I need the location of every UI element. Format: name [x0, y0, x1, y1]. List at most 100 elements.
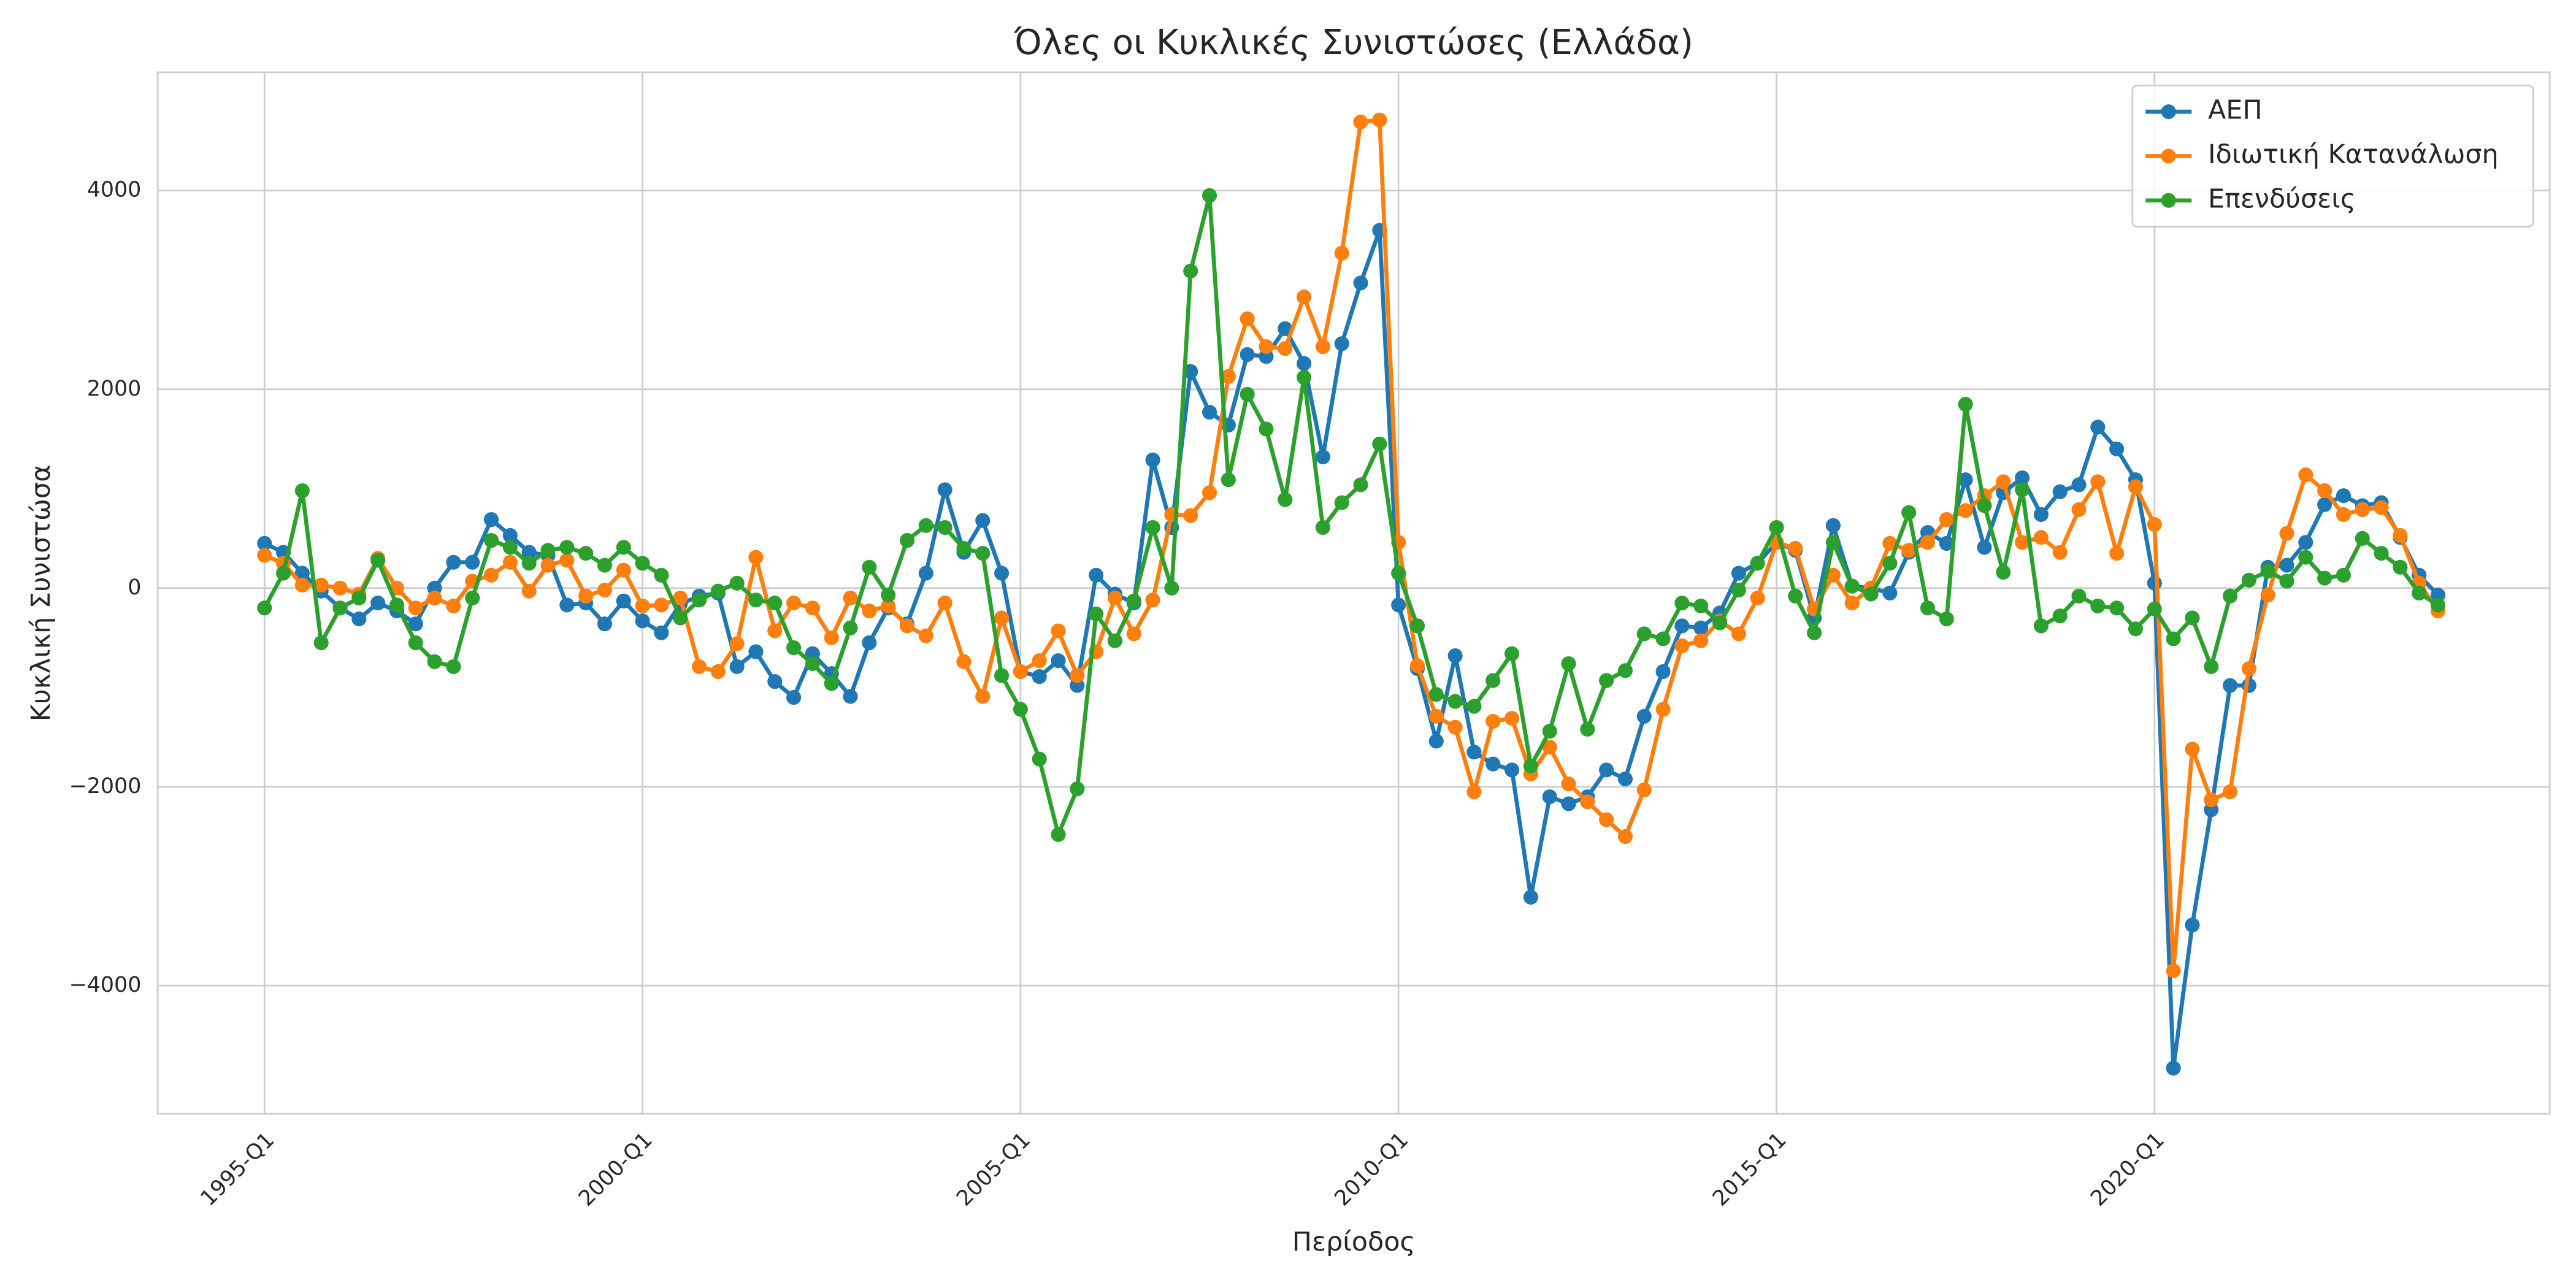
data-point [521, 583, 537, 599]
data-point [1825, 567, 1841, 583]
data-point [635, 556, 650, 571]
data-point [767, 596, 783, 611]
data-point [1523, 758, 1538, 773]
data-point [1353, 114, 1368, 129]
data-point [1126, 626, 1141, 642]
data-point [1561, 656, 1576, 672]
data-point [748, 592, 764, 608]
data-point [2033, 618, 2049, 634]
data-point [1788, 540, 1803, 556]
data-point [1542, 740, 1557, 755]
data-point [257, 548, 272, 563]
data-point [2147, 517, 2162, 532]
data-point [1901, 543, 1917, 558]
data-point [862, 559, 877, 575]
data-point [1731, 565, 1746, 581]
data-point [2317, 570, 2333, 586]
data-point [332, 580, 348, 596]
data-point [635, 613, 650, 629]
data-point [673, 591, 688, 606]
data-point [1315, 519, 1330, 535]
data-point [1807, 625, 1822, 640]
data-point [1353, 477, 1368, 493]
data-point [1315, 449, 1330, 465]
data-point [1183, 508, 1198, 523]
data-point [2015, 535, 2030, 550]
data-point [1145, 519, 1160, 535]
data-point [2317, 483, 2333, 499]
data-point [710, 583, 726, 599]
plot-frame [156, 71, 2551, 1115]
data-point [483, 567, 499, 583]
data-point [521, 545, 537, 560]
data-point [1599, 762, 1614, 778]
data-point [2260, 564, 2275, 579]
data-point [1447, 648, 1463, 664]
data-point [1164, 580, 1179, 596]
data-point [1202, 485, 1217, 500]
data-point [578, 588, 594, 604]
data-point [559, 597, 575, 613]
data-point [710, 664, 726, 680]
data-point [1447, 719, 1463, 735]
data-point [1032, 653, 1047, 669]
data-point [824, 630, 839, 645]
data-point [597, 558, 612, 573]
data-point [1278, 492, 1293, 507]
data-point [502, 540, 518, 555]
data-point [1485, 713, 1501, 729]
data-point [1636, 626, 1652, 642]
data-point [2109, 441, 2125, 457]
data-point [918, 518, 933, 533]
data-point [1882, 585, 1898, 601]
data-point [2128, 479, 2144, 494]
data-point [786, 640, 802, 656]
legend: ΑΕΠ Ιδιωτική Κατανάλωση Επενδύσεις [2131, 84, 2534, 228]
data-point [881, 598, 896, 614]
data-point [748, 550, 764, 565]
data-point [1259, 421, 1274, 437]
data-point [2393, 527, 2408, 543]
data-point [1505, 646, 1520, 661]
data-point [446, 659, 461, 674]
data-point [1825, 518, 1841, 533]
data-point [975, 546, 991, 561]
data-point [1409, 658, 1425, 673]
data-point [899, 533, 915, 548]
data-point [1505, 762, 1520, 778]
data-point [1996, 474, 2011, 489]
data-point [1089, 567, 1104, 583]
data-point [294, 577, 310, 593]
data-point [1542, 789, 1557, 805]
data-point [824, 676, 839, 691]
data-point [2071, 588, 2087, 604]
data-point [1599, 673, 1614, 688]
data-point [956, 654, 972, 669]
data-point [2260, 588, 2275, 603]
legend-box [2131, 84, 2534, 228]
data-point [994, 668, 1010, 683]
data-point [1240, 347, 1255, 362]
data-point [540, 543, 556, 558]
data-point [2166, 963, 2181, 978]
data-point [2052, 484, 2068, 499]
data-point [1334, 495, 1349, 510]
data-point [2317, 497, 2333, 512]
data-point [597, 583, 612, 598]
data-point [1145, 592, 1160, 608]
data-point [1580, 794, 1595, 810]
data-point [2147, 601, 2162, 616]
data-point [1674, 638, 1690, 653]
data-point [1693, 598, 1709, 614]
data-point [862, 635, 877, 651]
data-point [427, 654, 442, 669]
data-point [937, 519, 953, 535]
data-point [1844, 596, 1860, 611]
data-point [1617, 829, 1633, 845]
data-point [1202, 404, 1217, 420]
data-point [1466, 745, 1482, 760]
data-point [2430, 597, 2446, 613]
data-point [1391, 597, 1406, 613]
data-point [1183, 263, 1198, 278]
data-point [2090, 598, 2106, 614]
